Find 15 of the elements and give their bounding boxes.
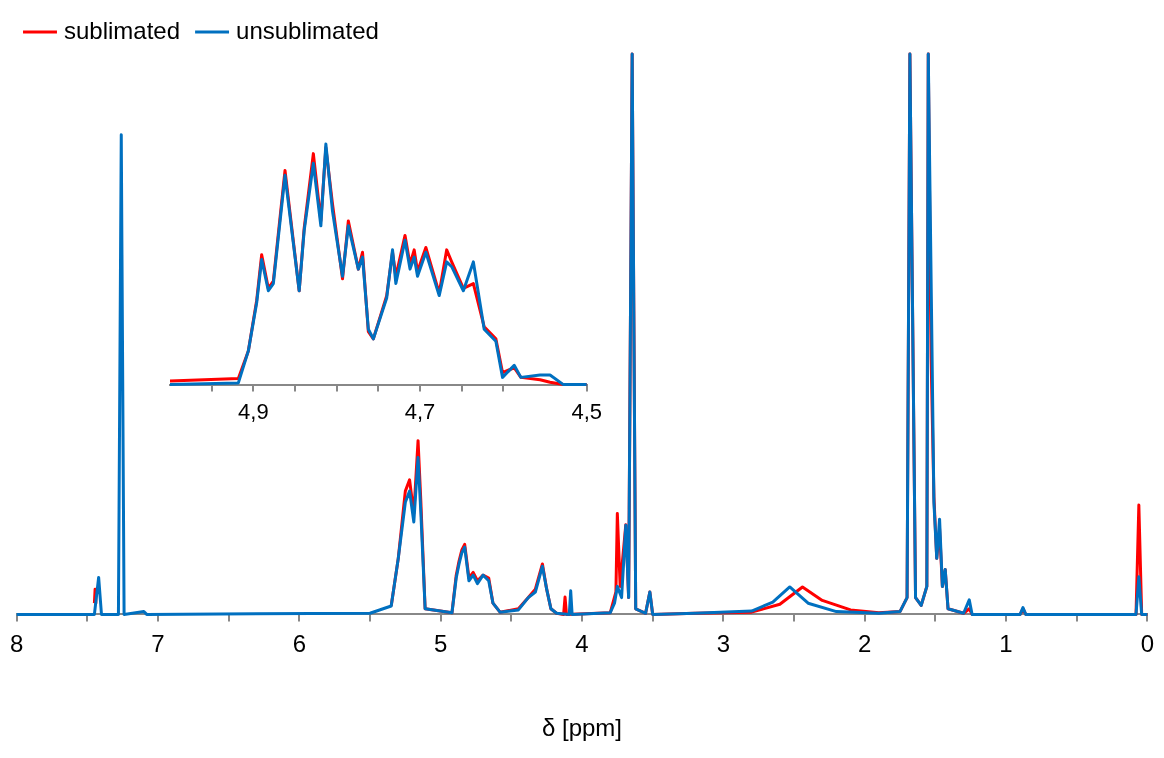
x-tick-label: 6 <box>292 630 307 658</box>
x-tick-label: 4,5 <box>571 398 603 424</box>
x-tick-label: 2 <box>857 630 872 658</box>
legend-label: sublimated <box>64 16 181 44</box>
x-tick-label: 4,9 <box>238 398 269 424</box>
x-tick-label: 5 <box>433 630 448 658</box>
x-tick-label: 8 <box>9 630 24 658</box>
x-tick-label: 0 <box>1140 630 1155 658</box>
x-tick-label: 1 <box>999 630 1013 658</box>
x-tick-label: 4,7 <box>404 398 436 424</box>
x-tick-label: 4 <box>575 630 589 658</box>
x-tick-label: 3 <box>716 630 731 658</box>
x-tick-label: 7 <box>151 630 165 658</box>
legend-label: unsublimated <box>236 16 379 44</box>
x-axis-title: δ [ppm] <box>541 714 623 742</box>
